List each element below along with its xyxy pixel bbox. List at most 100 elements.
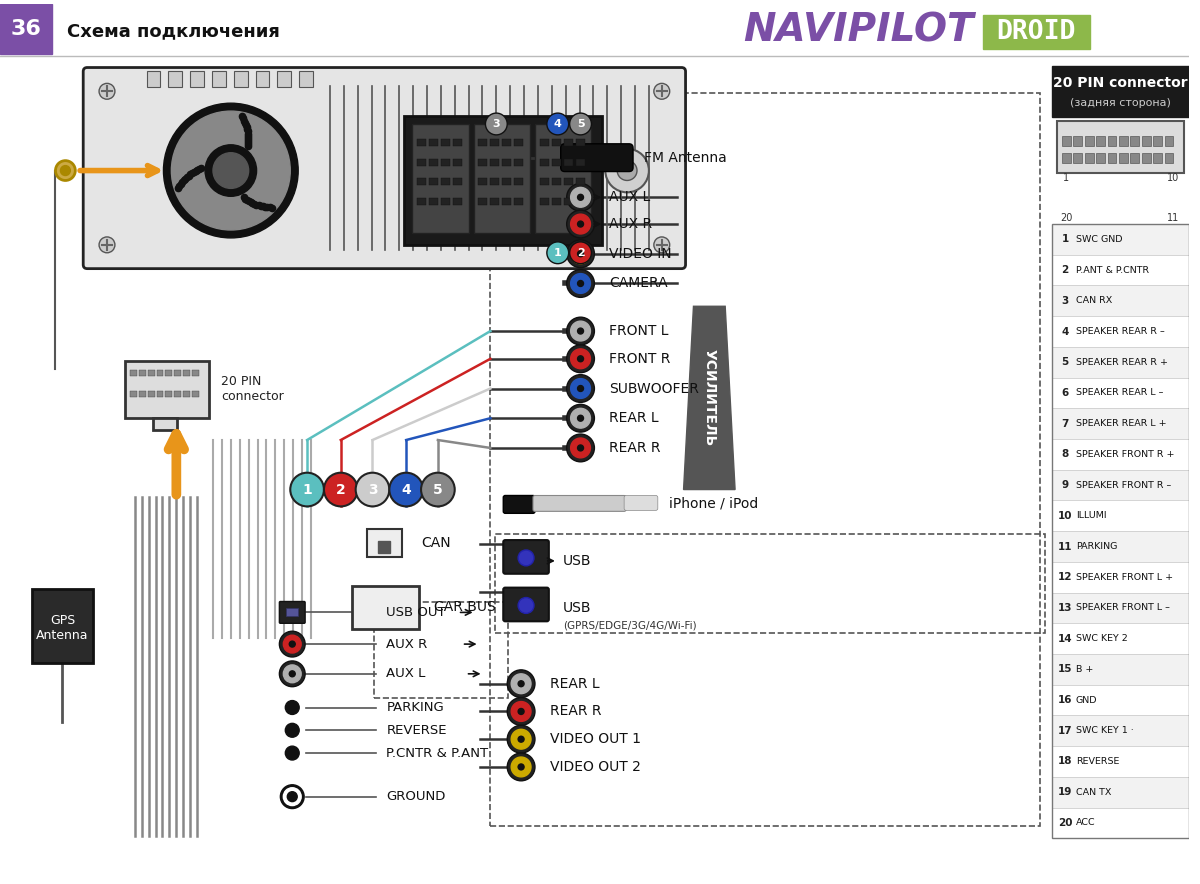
FancyBboxPatch shape <box>503 588 548 621</box>
Circle shape <box>577 328 583 334</box>
Text: 19: 19 <box>1057 788 1072 797</box>
Circle shape <box>508 697 535 726</box>
Bar <box>1052 377 1189 408</box>
Bar <box>1052 408 1189 439</box>
Bar <box>514 198 523 205</box>
Text: 11: 11 <box>1166 213 1180 223</box>
Bar <box>1141 136 1151 146</box>
Text: ACC: ACC <box>1076 819 1096 827</box>
Bar <box>1052 469 1189 500</box>
Text: CAN RX: CAN RX <box>1076 296 1112 305</box>
Bar <box>540 158 548 165</box>
Text: REVERSE: REVERSE <box>386 724 446 736</box>
Text: REAR L: REAR L <box>550 677 600 690</box>
Bar <box>491 94 1040 827</box>
Text: USB: USB <box>563 554 592 568</box>
Text: 1: 1 <box>1061 234 1069 244</box>
Circle shape <box>283 636 301 653</box>
Text: CAN: CAN <box>421 536 451 550</box>
Bar <box>1052 500 1189 531</box>
Text: VIDEO OUT 1: VIDEO OUT 1 <box>550 732 641 746</box>
Bar <box>1052 255 1189 286</box>
Text: 16: 16 <box>1057 695 1073 705</box>
Bar <box>514 158 523 165</box>
Bar <box>479 139 487 146</box>
Text: SPEAKER REAR L –: SPEAKER REAR L – <box>1076 388 1163 398</box>
Bar <box>418 179 426 186</box>
Bar <box>287 608 298 616</box>
Text: FM Antenna: FM Antenna <box>644 150 727 164</box>
Bar <box>148 392 155 398</box>
Text: 20 PIN
connector: 20 PIN connector <box>221 375 283 402</box>
Bar <box>374 603 509 697</box>
Bar <box>452 158 462 165</box>
Text: SPEAKER FRONT R +: SPEAKER FRONT R + <box>1076 450 1175 459</box>
Bar <box>212 72 226 88</box>
Text: 18: 18 <box>1057 757 1073 766</box>
Bar <box>1052 685 1189 715</box>
Bar <box>503 198 511 205</box>
Circle shape <box>577 415 583 421</box>
Bar <box>1052 439 1189 469</box>
Circle shape <box>571 349 590 369</box>
Bar <box>440 139 450 146</box>
Bar <box>139 370 145 376</box>
Circle shape <box>283 788 301 805</box>
Bar <box>1130 153 1139 163</box>
Bar <box>139 392 145 398</box>
Text: ILLUMI: ILLUMI <box>1076 511 1106 521</box>
Circle shape <box>290 473 324 507</box>
Text: 4: 4 <box>401 483 412 497</box>
Bar <box>428 158 438 165</box>
Text: 1: 1 <box>302 483 312 497</box>
Circle shape <box>547 113 569 135</box>
Circle shape <box>577 251 583 256</box>
Text: CAN TX: CAN TX <box>1076 788 1111 796</box>
Text: 4: 4 <box>1061 326 1069 337</box>
Circle shape <box>518 736 524 743</box>
Circle shape <box>566 345 594 373</box>
Bar <box>983 15 1090 49</box>
Bar <box>503 139 511 146</box>
Text: 20 PIN connector: 20 PIN connector <box>1054 76 1188 90</box>
Circle shape <box>508 753 535 781</box>
Circle shape <box>571 438 590 458</box>
Bar <box>564 139 572 146</box>
Circle shape <box>212 153 248 188</box>
Bar <box>1153 136 1162 146</box>
Circle shape <box>518 550 534 566</box>
Circle shape <box>100 83 115 99</box>
Circle shape <box>577 194 583 201</box>
Text: CAMERA: CAMERA <box>610 277 668 291</box>
Bar <box>1052 777 1189 808</box>
Bar <box>352 585 419 629</box>
Text: 13: 13 <box>1057 603 1073 613</box>
Text: 5: 5 <box>577 119 584 129</box>
Polygon shape <box>684 306 736 490</box>
Text: SWC GND: SWC GND <box>1076 235 1122 244</box>
Bar <box>564 198 572 205</box>
FancyBboxPatch shape <box>533 496 626 511</box>
Bar <box>1108 153 1116 163</box>
Text: 5: 5 <box>1061 357 1069 367</box>
Bar <box>1153 153 1162 163</box>
Bar <box>130 370 137 376</box>
Bar <box>1052 224 1189 255</box>
Bar <box>496 534 1045 633</box>
FancyBboxPatch shape <box>560 144 634 171</box>
FancyBboxPatch shape <box>624 496 658 510</box>
Bar <box>166 370 173 376</box>
Bar <box>418 139 426 146</box>
Bar <box>1085 136 1093 146</box>
Circle shape <box>511 674 532 694</box>
Text: 10: 10 <box>1166 173 1180 184</box>
Text: SWC KEY 2: SWC KEY 2 <box>1076 634 1128 644</box>
Bar <box>1062 136 1070 146</box>
Bar <box>299 72 313 88</box>
Circle shape <box>508 670 535 697</box>
Text: 9: 9 <box>1062 480 1068 490</box>
Bar <box>576 179 584 186</box>
Circle shape <box>571 214 590 234</box>
Text: P.CNTR & P.ANT: P.CNTR & P.ANT <box>386 747 488 759</box>
Circle shape <box>571 321 590 341</box>
